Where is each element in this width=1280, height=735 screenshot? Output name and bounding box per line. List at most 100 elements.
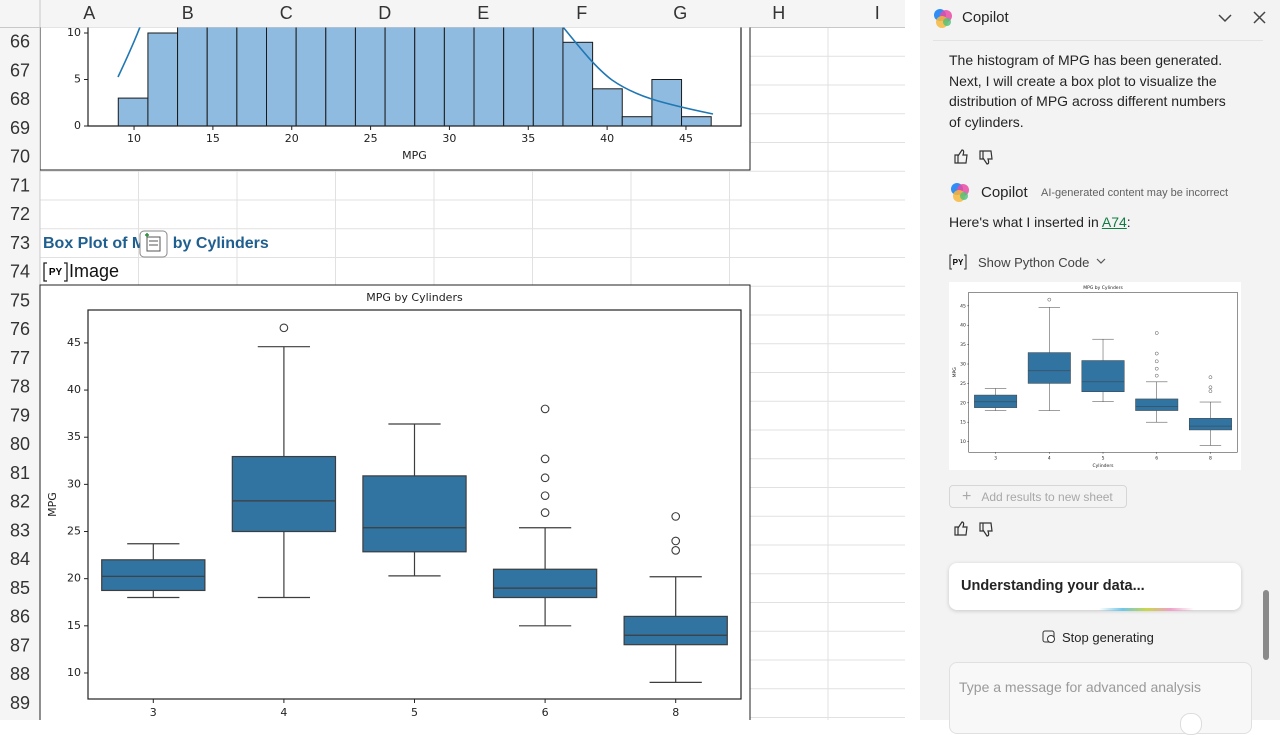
x-tick-label: 8	[672, 706, 679, 719]
row-header[interactable]: 66	[10, 32, 30, 52]
disclaimer: AI-generated content may be incorrect	[1041, 187, 1229, 199]
column-header[interactable]: C	[280, 3, 293, 23]
histogram-bar	[295, 27, 327, 127]
input-placeholder: Type a message for advanced analysis	[959, 679, 1202, 695]
panel-scrollbar[interactable]	[1263, 590, 1269, 660]
progress-glow	[1099, 608, 1194, 611]
column-header[interactable]: A	[83, 3, 95, 23]
row-header[interactable]: 83	[10, 520, 30, 540]
row-header[interactable]: 82	[10, 492, 30, 512]
add-results-button[interactable]: + Add results to new sheet	[949, 485, 1127, 508]
histogram-bar	[592, 88, 623, 127]
y-tick-label: 25	[67, 525, 81, 538]
row-header[interactable]: 80	[10, 434, 30, 454]
y-tick-label: 0	[74, 119, 81, 132]
row-header[interactable]: 86	[10, 607, 30, 627]
image-frame	[39, 284, 751, 720]
row-header[interactable]: 87	[10, 635, 30, 655]
x-tick-label: 20	[285, 132, 299, 145]
column-header[interactable]: H	[772, 3, 785, 23]
author-name: Copilot	[981, 184, 1028, 201]
row-header[interactable]: 68	[10, 89, 30, 109]
row-header[interactable]: 67	[10, 60, 30, 80]
scroll-arrow	[1263, 40, 1269, 50]
column-header[interactable]: F	[576, 3, 587, 23]
python-badge: PY	[43, 262, 68, 282]
chevron	[1096, 258, 1106, 264]
x-tick-label: 10	[127, 132, 141, 145]
insert-icon[interactable]	[139, 230, 168, 258]
kde-curve	[117, 27, 714, 115]
copilot-panel: Copilot The histogram of MPG has been ge…	[920, 0, 1280, 735]
close-button[interactable]	[1253, 11, 1266, 24]
thumbs-up[interactable]	[953, 148, 969, 165]
cell-link[interactable]: A74	[1101, 214, 1127, 230]
row-header[interactable]: 89	[10, 693, 30, 713]
y-tick-label: 5	[74, 73, 81, 86]
column-header[interactable]: B	[182, 3, 194, 23]
row-header[interactable]: 77	[10, 348, 30, 368]
row-header[interactable]: 71	[10, 175, 30, 195]
box	[362, 475, 467, 553]
send-button[interactable]	[1180, 713, 1202, 735]
row-header[interactable]: 75	[10, 290, 30, 310]
outlier	[540, 473, 550, 483]
histogram-bar	[562, 41, 594, 127]
row-header[interactable]: 69	[10, 118, 30, 138]
x-tick-label: 6	[542, 706, 549, 719]
column-header[interactable]: G	[673, 3, 687, 23]
box	[231, 455, 337, 533]
stop-button[interactable]: Stop generating	[1041, 629, 1154, 645]
chart-title: MPG by Cylinders	[366, 291, 463, 304]
row-header[interactable]: 78	[10, 377, 30, 397]
y-tick-label: 35	[67, 430, 81, 443]
panel-title: Copilot	[962, 9, 1009, 26]
outlier	[540, 454, 550, 464]
row-header[interactable]: 84	[10, 549, 30, 569]
box	[492, 568, 598, 599]
copilot-logo	[934, 9, 952, 28]
spreadsheet: A B C D E F G H I6667686970717273747576777879808…	[0, 0, 905, 720]
column-header[interactable]: E	[477, 3, 489, 23]
message-text: The histogram of MPG has been generated.…	[949, 52, 1226, 131]
histogram-bar	[325, 27, 356, 127]
divider	[933, 40, 1263, 41]
row-header[interactable]: 70	[10, 147, 30, 167]
thumbs-down[interactable]	[978, 521, 994, 538]
status-card: Understanding your data...	[949, 563, 1241, 611]
row-header[interactable]: 81	[10, 463, 30, 483]
row-header[interactable]: 72	[10, 204, 30, 224]
histogram-bar	[621, 116, 653, 127]
message-input[interactable]: Type a message for advanced analysis	[949, 662, 1252, 735]
row-header[interactable]: 85	[10, 578, 30, 598]
row-header[interactable]: 74	[10, 262, 30, 282]
x-tick-label: 40	[600, 132, 614, 145]
outlier	[540, 404, 550, 414]
show-code-toggle[interactable]: PY Show Python Code	[948, 252, 1113, 272]
histogram-image: 0 5 10 10 15 20 25 30 35 40 45 MPG	[40, 27, 751, 171]
outlier	[279, 323, 289, 333]
x-tick-label: 5	[411, 706, 418, 719]
column-header[interactable]: D	[378, 3, 391, 23]
histogram-bar	[414, 27, 445, 127]
box	[101, 559, 206, 592]
thumbs-up[interactable]	[953, 520, 969, 537]
row-header[interactable]: 73	[10, 233, 30, 253]
row-header[interactable]: 76	[10, 319, 30, 339]
column-header[interactable]: I	[875, 3, 880, 23]
row-header-bar	[0, 0, 40, 720]
thumbs-down[interactable]	[978, 149, 994, 166]
histogram-bar	[147, 32, 179, 127]
python-icon-text: PY	[49, 267, 63, 278]
box	[623, 615, 728, 646]
add-results-label: Add results to new sheet	[981, 489, 1113, 504]
plus-icon: +	[962, 487, 972, 505]
y-tick-label: 45	[67, 336, 81, 349]
histogram-bar	[117, 97, 149, 127]
row-header[interactable]: 88	[10, 664, 30, 684]
row-header[interactable]: 79	[10, 405, 30, 425]
inserted-end: :	[1126, 214, 1131, 230]
collapse-button[interactable]	[1218, 12, 1232, 24]
thumbnail-image	[949, 282, 1241, 470]
y-axis-label: MPG	[46, 492, 59, 517]
